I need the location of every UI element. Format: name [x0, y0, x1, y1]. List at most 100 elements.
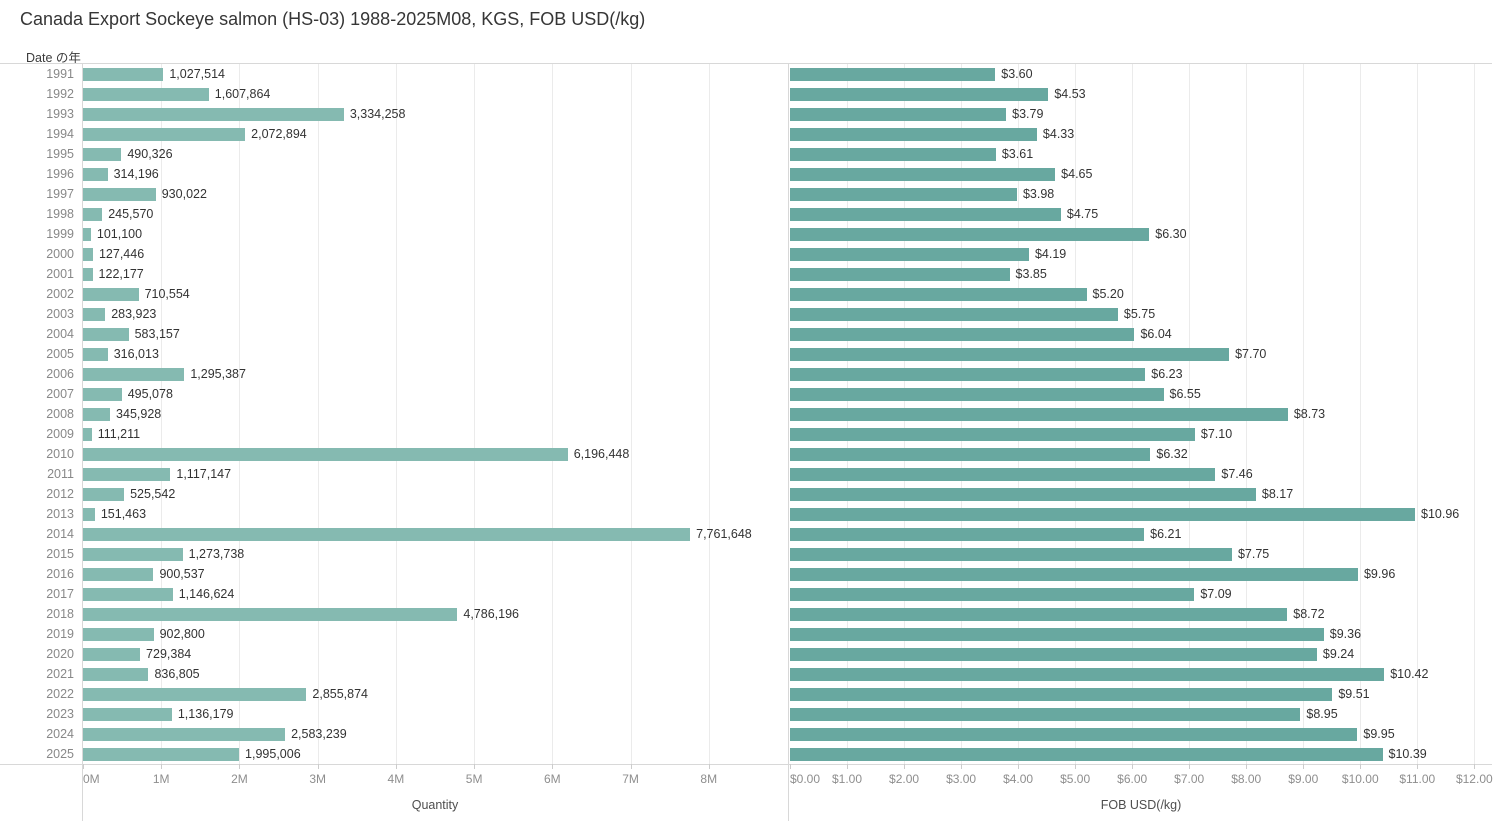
axis-tick-label: 5M	[465, 772, 483, 786]
price-bar[interactable]	[790, 107, 1007, 121]
price-bar[interactable]	[790, 387, 1164, 401]
price-bar[interactable]	[790, 607, 1288, 621]
price-bar[interactable]	[790, 567, 1358, 581]
axis-tick-label: $1.00	[832, 772, 863, 786]
quantity-bar[interactable]	[83, 587, 173, 601]
price-bar[interactable]	[790, 327, 1135, 341]
quantity-bar[interactable]	[83, 507, 95, 521]
year-label: 2025	[46, 747, 74, 761]
year-label: 2004	[46, 327, 74, 341]
quantity-bar[interactable]	[83, 207, 103, 221]
quantity-bar[interactable]	[83, 247, 93, 261]
chart-row: $7.09	[790, 584, 1492, 604]
price-bar[interactable]	[790, 267, 1010, 281]
price-bar[interactable]	[790, 707, 1301, 721]
price-bar[interactable]	[790, 527, 1145, 541]
axis-tick-mark	[317, 764, 319, 769]
quantity-bar[interactable]	[83, 327, 129, 341]
chart-row: $8.17	[790, 484, 1492, 504]
price-bar[interactable]	[790, 687, 1333, 701]
quantity-bar[interactable]	[83, 107, 344, 121]
price-bar[interactable]	[790, 447, 1151, 461]
price-bar[interactable]	[790, 207, 1061, 221]
quantity-bar[interactable]	[83, 647, 141, 661]
price-bar[interactable]	[790, 627, 1324, 641]
price-bar[interactable]	[790, 547, 1232, 561]
quantity-bar[interactable]	[83, 727, 286, 741]
price-bar[interactable]	[790, 507, 1415, 521]
axis-tick-label: $6.00	[1117, 772, 1148, 786]
price-bar[interactable]	[790, 427, 1195, 441]
price-bar[interactable]	[790, 367, 1146, 381]
value-label: 7,761,648	[696, 526, 752, 541]
quantity-bar[interactable]	[83, 447, 568, 461]
price-bar[interactable]	[790, 467, 1216, 481]
value-label: 3,334,258	[349, 106, 406, 121]
quantity-bar[interactable]	[83, 487, 125, 501]
value-label: 495,078	[127, 386, 173, 401]
quantity-bar[interactable]	[83, 267, 93, 281]
quantity-bar[interactable]	[83, 87, 209, 101]
axis-tick-label: $7.00	[1174, 772, 1205, 786]
price-bar[interactable]	[790, 647, 1317, 661]
value-label: $8.72	[1293, 606, 1325, 621]
value-label: $4.33	[1042, 126, 1075, 141]
chart-row: $5.75	[790, 304, 1492, 324]
quantity-bar[interactable]	[83, 567, 154, 581]
quantity-bar[interactable]	[83, 547, 183, 561]
quantity-bar[interactable]	[83, 347, 108, 361]
price-bar[interactable]	[790, 147, 996, 161]
chart-row: 1,136,179	[83, 704, 787, 724]
chart-row: 7,761,648	[83, 524, 787, 544]
price-bar[interactable]	[790, 87, 1049, 101]
quantity-bar[interactable]	[83, 287, 139, 301]
year-axis-labels: 1991 1992 1993 1994 1995 1996 1997 1998 1999 2000…	[0, 64, 74, 764]
price-bar[interactable]	[790, 227, 1150, 241]
quantity-bar[interactable]	[83, 147, 122, 161]
quantity-bar[interactable]	[83, 527, 691, 541]
quantity-bar[interactable]	[83, 167, 108, 181]
chart-row: 151,463	[83, 504, 787, 524]
quantity-bar[interactable]	[83, 427, 92, 441]
value-label: 710,554	[144, 286, 190, 301]
value-label: $9.51	[1338, 686, 1370, 701]
quantity-bar[interactable]	[83, 307, 106, 321]
price-bar[interactable]	[790, 187, 1017, 201]
quantity-bar[interactable]	[83, 627, 154, 641]
price-bar[interactable]	[790, 247, 1029, 261]
chart-row: 930,022	[83, 184, 787, 204]
price-bar[interactable]	[790, 67, 996, 81]
price-bar[interactable]	[790, 727, 1358, 741]
price-bar[interactable]	[790, 487, 1256, 501]
quantity-bar[interactable]	[83, 747, 240, 761]
quantity-bar[interactable]	[83, 387, 122, 401]
quantity-bar[interactable]	[83, 707, 172, 721]
price-bar[interactable]	[790, 287, 1087, 301]
chart-row: $8.72	[790, 604, 1492, 624]
value-label: 4,786,196	[463, 606, 519, 621]
quantity-bar[interactable]	[83, 667, 149, 681]
price-bar[interactable]	[790, 127, 1037, 141]
quantity-bar[interactable]	[83, 367, 185, 381]
quantity-bar[interactable]	[83, 687, 307, 701]
quantity-bar[interactable]	[83, 127, 246, 141]
chart-row: 729,384	[83, 644, 787, 664]
price-bar[interactable]	[790, 407, 1288, 421]
price-bar[interactable]	[790, 167, 1056, 181]
value-label: 1,117,147	[176, 466, 232, 481]
quantity-bar[interactable]	[83, 67, 164, 81]
chart-row: $9.24	[790, 644, 1492, 664]
chart-row: $4.75	[790, 204, 1492, 224]
quantity-bar[interactable]	[83, 467, 171, 481]
quantity-bar[interactable]	[83, 607, 458, 621]
price-bar[interactable]	[790, 347, 1230, 361]
price-bar[interactable]	[790, 587, 1195, 601]
quantity-bar[interactable]	[83, 187, 156, 201]
quantity-bar[interactable]	[83, 227, 91, 241]
year-label: 2002	[46, 287, 74, 301]
price-bar[interactable]	[790, 747, 1383, 761]
price-bar[interactable]	[790, 307, 1118, 321]
price-bar[interactable]	[790, 667, 1385, 681]
quantity-bar[interactable]	[83, 407, 111, 421]
axis-tick-mark	[1132, 764, 1134, 769]
